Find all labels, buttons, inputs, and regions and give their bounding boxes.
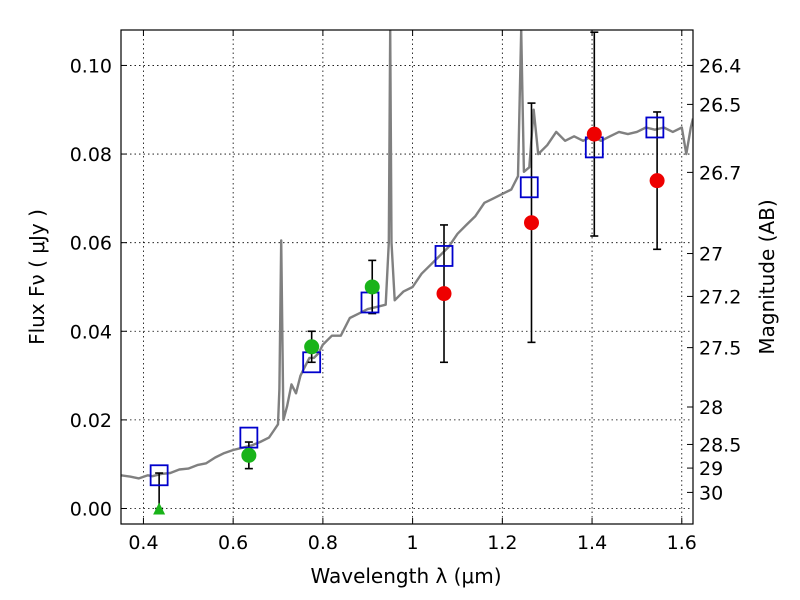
observed-upper-limit-triangle bbox=[153, 502, 166, 515]
y-tick-label: 0.06 bbox=[70, 233, 112, 255]
x-tick-label: 0.8 bbox=[308, 532, 338, 554]
spectrum-line bbox=[121, 30, 693, 480]
x-tick-label: 0.6 bbox=[218, 532, 248, 554]
magnitude-tick-label: 27.5 bbox=[699, 338, 741, 360]
y-tick-label: 0.04 bbox=[70, 321, 112, 343]
magnitude-tick-label: 28.5 bbox=[699, 434, 741, 456]
y-tick-label: 0.10 bbox=[70, 55, 112, 77]
observed-flux-point bbox=[649, 173, 665, 189]
magnitude-tick-label: 26.4 bbox=[699, 55, 741, 77]
model-flux-box bbox=[434, 245, 454, 267]
observed-flux-point bbox=[586, 126, 602, 142]
magnitude-tick-label: 27 bbox=[699, 244, 723, 266]
x-tick-label: 1.4 bbox=[577, 532, 607, 554]
magnitude-tick-label: 26.7 bbox=[699, 162, 741, 184]
observed-point-layer bbox=[153, 126, 665, 515]
model-flux-box bbox=[149, 464, 169, 487]
x-tick-label: 1 bbox=[407, 532, 419, 554]
model-flux-box bbox=[645, 116, 665, 139]
magnitude-tick-label: 27.2 bbox=[699, 286, 741, 308]
errorbar-layer bbox=[155, 31, 662, 510]
magnitude-tick-label: 29 bbox=[699, 458, 723, 480]
x-axis-title: Wavelength λ (μm) bbox=[310, 564, 501, 588]
model-box-layer bbox=[149, 116, 665, 487]
spectrum-layer bbox=[121, 30, 693, 480]
observed-flux-point bbox=[241, 447, 257, 463]
magnitude-tick-label: 26.5 bbox=[699, 94, 741, 116]
y-tick-label: 0.08 bbox=[70, 144, 112, 166]
plot-frame bbox=[120, 29, 694, 525]
observed-flux-point bbox=[436, 286, 452, 302]
magnitude-tick-label: 30 bbox=[699, 482, 723, 504]
x-tick-label: 0.4 bbox=[128, 532, 158, 554]
model-flux-box bbox=[519, 176, 539, 199]
x-tick-label: 1.2 bbox=[487, 532, 517, 554]
x-tick-label: 1.6 bbox=[667, 532, 697, 554]
observed-flux-point bbox=[364, 279, 380, 295]
magnitude-tick-label: 28 bbox=[699, 397, 723, 419]
y-axis-title: Flux Fν ( μJy ) bbox=[25, 209, 49, 345]
grid bbox=[121, 30, 693, 524]
observed-flux-point bbox=[523, 215, 539, 231]
tick-layer: 0.4 0.6 0.8 1 1.2 1.4 1.6 0.00 0.02 0.04 0.06 0.08 0… bbox=[70, 30, 741, 554]
model-flux-box bbox=[239, 426, 259, 449]
y-tick-label: 0.00 bbox=[70, 498, 112, 520]
observed-flux-point bbox=[304, 339, 320, 355]
magnitude-axis-title: Magnitude (AB) bbox=[755, 199, 779, 354]
y-tick-label: 0.02 bbox=[70, 410, 112, 432]
